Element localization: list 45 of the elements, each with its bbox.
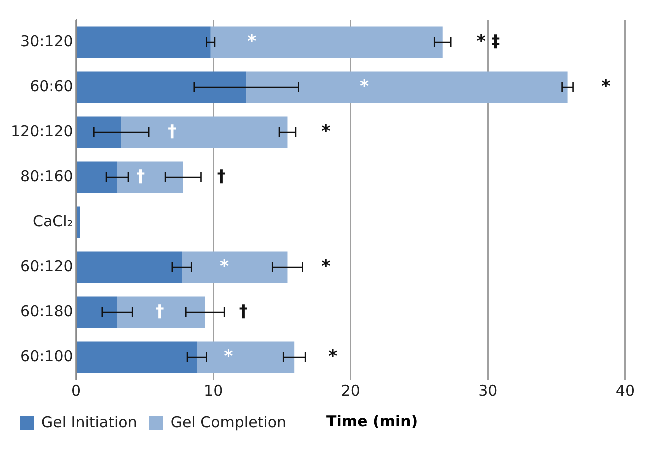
x-tick-label: 40 (616, 382, 636, 400)
x-tick-label: 30 (478, 382, 498, 400)
bar (77, 72, 247, 104)
y-tick-label: 30:120 (20, 32, 74, 50)
annotation: † (136, 166, 146, 187)
y-tick-label: 60:100 (20, 347, 74, 366)
bar (246, 72, 568, 104)
x-axis-title: Time (min) (326, 412, 418, 430)
annotation: * ‡ (476, 32, 500, 52)
bar (118, 162, 184, 194)
annotation: * (224, 346, 234, 367)
annotation: † (168, 122, 177, 142)
x-tick-label: 20 (341, 382, 360, 400)
annotation: † (239, 302, 248, 322)
bar (210, 26, 443, 58)
legend-label: Gel Completion (170, 413, 287, 432)
bar (77, 206, 80, 238)
annotation: * (248, 32, 257, 52)
bar (77, 296, 118, 328)
bar (77, 342, 198, 374)
bar (77, 26, 211, 58)
bar (182, 252, 288, 284)
annotation: * (360, 76, 370, 97)
bar (77, 162, 118, 194)
annotation: * (322, 122, 331, 142)
y-tick-label: 120:120 (10, 122, 74, 140)
y-tick-label: 60:180 (20, 302, 74, 320)
y-tick-label: CaCl₂ (32, 212, 74, 230)
annotation: * (602, 76, 611, 97)
annotation: † (217, 166, 226, 187)
legend-label: Gel Initiation (42, 413, 138, 432)
y-tick-label: 60:120 (20, 257, 74, 276)
annotation: * (322, 256, 331, 277)
y-tick-label: 80:160 (20, 167, 74, 186)
x-tick-label: 10 (204, 382, 224, 400)
annotation: † (156, 302, 164, 322)
annotation: * (328, 346, 338, 367)
bar (77, 116, 122, 148)
y-tick-label: 60:60 (30, 77, 74, 96)
bar (118, 296, 206, 328)
bar (122, 116, 288, 148)
bar (197, 342, 295, 374)
bar (77, 252, 182, 284)
x-tick-label: 0 (72, 382, 82, 400)
annotation: * (220, 256, 230, 277)
